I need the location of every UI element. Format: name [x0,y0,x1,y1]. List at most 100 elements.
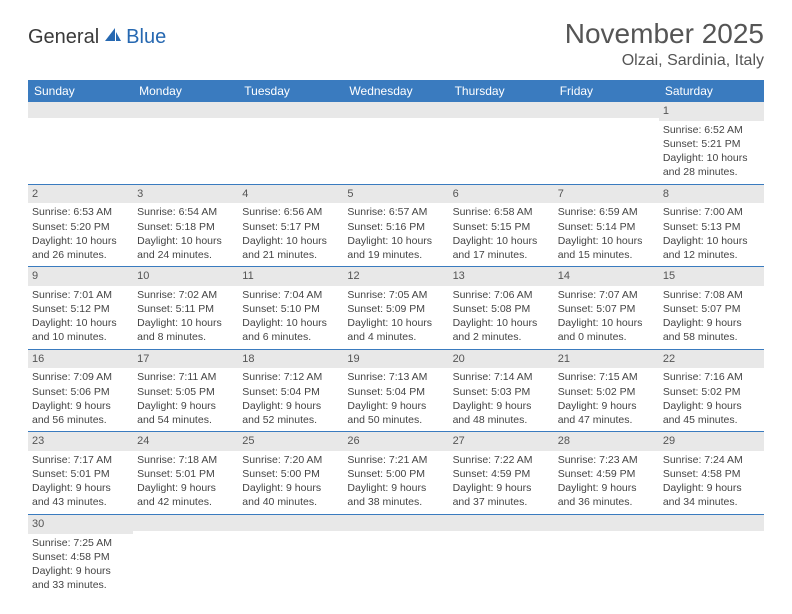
day-line: Daylight: 9 hours [137,481,234,495]
day-number: 20 [449,350,554,369]
day-line: Sunrise: 7:02 AM [137,288,234,302]
day-body: Sunrise: 7:23 AMSunset: 4:59 PMDaylight:… [554,451,659,514]
day-line: and 56 minutes. [32,413,129,427]
day-line: Daylight: 9 hours [32,564,129,578]
day-line: Sunset: 5:08 PM [453,302,550,316]
day-line: and 26 minutes. [32,248,129,262]
day-line: Daylight: 10 hours [242,234,339,248]
calendar-cell [449,514,554,596]
day-line: and 33 minutes. [32,578,129,592]
day-body [554,531,659,581]
day-line: Sunset: 5:20 PM [32,220,129,234]
day-line: Sunrise: 6:54 AM [137,205,234,219]
day-line: Sunset: 5:03 PM [453,385,550,399]
calendar-row: 16Sunrise: 7:09 AMSunset: 5:06 PMDayligh… [28,349,764,432]
day-line: Sunrise: 7:09 AM [32,370,129,384]
day-number [449,102,554,118]
calendar-row: 1Sunrise: 6:52 AMSunset: 5:21 PMDaylight… [28,102,764,184]
day-body: Sunrise: 7:02 AMSunset: 5:11 PMDaylight:… [133,286,238,349]
day-line: Daylight: 9 hours [137,399,234,413]
day-line: and 10 minutes. [32,330,129,344]
day-line: Sunrise: 7:13 AM [347,370,444,384]
day-number: 24 [133,432,238,451]
day-number: 9 [28,267,133,286]
day-line: and 17 minutes. [453,248,550,262]
day-number: 28 [554,432,659,451]
day-line: Sunset: 5:12 PM [32,302,129,316]
day-body [659,531,764,581]
day-body [238,118,343,168]
calendar-cell [238,102,343,184]
day-body: Sunrise: 6:57 AMSunset: 5:16 PMDaylight:… [343,203,448,266]
day-number [343,102,448,118]
sail-icon [103,26,123,49]
day-line: Sunrise: 6:56 AM [242,205,339,219]
calendar-cell: 24Sunrise: 7:18 AMSunset: 5:01 PMDayligh… [133,432,238,515]
day-line: Daylight: 10 hours [663,151,760,165]
day-line: Sunset: 5:21 PM [663,137,760,151]
day-line: Daylight: 9 hours [663,399,760,413]
day-number: 17 [133,350,238,369]
day-line: Daylight: 10 hours [558,234,655,248]
weekday-wed: Wednesday [343,80,448,102]
calendar-cell [343,102,448,184]
page-title: November 2025 [565,18,764,50]
day-number: 29 [659,432,764,451]
day-line: Sunset: 5:01 PM [137,467,234,481]
day-line: Sunrise: 7:23 AM [558,453,655,467]
day-number: 27 [449,432,554,451]
calendar-cell: 11Sunrise: 7:04 AMSunset: 5:10 PMDayligh… [238,267,343,350]
day-body: Sunrise: 7:14 AMSunset: 5:03 PMDaylight:… [449,368,554,431]
day-line: Sunrise: 7:12 AM [242,370,339,384]
calendar-cell [659,514,764,596]
day-body: Sunrise: 7:06 AMSunset: 5:08 PMDaylight:… [449,286,554,349]
day-line: Sunset: 5:04 PM [347,385,444,399]
day-line: Sunset: 5:06 PM [32,385,129,399]
day-line: Sunrise: 7:14 AM [453,370,550,384]
day-number: 3 [133,185,238,204]
day-line: Sunrise: 7:05 AM [347,288,444,302]
day-line: Daylight: 9 hours [453,481,550,495]
day-line: Sunrise: 6:57 AM [347,205,444,219]
day-line: Sunset: 5:01 PM [32,467,129,481]
calendar-cell: 13Sunrise: 7:06 AMSunset: 5:08 PMDayligh… [449,267,554,350]
day-body [28,118,133,168]
day-line: Sunrise: 6:58 AM [453,205,550,219]
day-body: Sunrise: 7:08 AMSunset: 5:07 PMDaylight:… [659,286,764,349]
day-line: Sunset: 5:14 PM [558,220,655,234]
day-line: and 2 minutes. [453,330,550,344]
day-line: Sunrise: 7:15 AM [558,370,655,384]
day-line: Daylight: 10 hours [137,316,234,330]
day-body: Sunrise: 6:52 AMSunset: 5:21 PMDaylight:… [659,121,764,184]
day-body [343,118,448,168]
calendar-cell [133,102,238,184]
day-line: Sunset: 5:09 PM [347,302,444,316]
day-line: Daylight: 10 hours [347,316,444,330]
day-line: and 45 minutes. [663,413,760,427]
day-number: 10 [133,267,238,286]
calendar-row: 9 Sunrise: 7:01 AMSunset: 5:12 PM Daylight… [28,267,764,350]
day-body: Sunrise: 7:12 AMSunset: 5:04 PMDaylight:… [238,368,343,431]
day-line: Daylight: 10 hours [663,234,760,248]
day-line: Sunrise: 7:01 AM [32,288,129,302]
day-body [133,531,238,581]
day-number [238,102,343,118]
day-body: Sunrise: 7:04 AMSunset: 5:10 PMDaylight:… [238,286,343,349]
day-line: Sunrise: 7:22 AM [453,453,550,467]
day-body [449,531,554,581]
day-body: Sunrise: 7:24 AMSunset: 4:58 PMDaylight:… [659,451,764,514]
day-number: 6 [449,185,554,204]
day-body: Sunrise: 7:05 AMSunset: 5:09 PMDaylight:… [343,286,448,349]
day-number [28,102,133,118]
day-line: and 34 minutes. [663,495,760,509]
calendar-cell [449,102,554,184]
day-number: 13 [449,267,554,286]
day-line: and 47 minutes. [558,413,655,427]
location-label: Olzai, Sardinia, Italy [565,52,764,70]
day-line: Daylight: 9 hours [347,481,444,495]
calendar-cell [554,514,659,596]
day-line: and 6 minutes. [242,330,339,344]
calendar-cell: 22Sunrise: 7:16 AMSunset: 5:02 PMDayligh… [659,349,764,432]
day-line: and 4 minutes. [347,330,444,344]
title-block: November 2025 Olzai, Sardinia, Italy [565,18,764,70]
